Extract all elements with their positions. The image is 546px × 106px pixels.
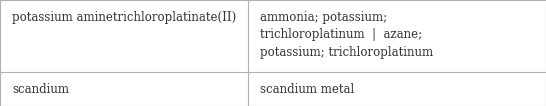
Text: ammonia; potassium;
trichloroplatinum  |  azane;
potassium; trichloroplatinum: ammonia; potassium; trichloroplatinum | … bbox=[260, 11, 434, 59]
Text: potassium aminetrichloroplatinate(II): potassium aminetrichloroplatinate(II) bbox=[12, 11, 236, 24]
Text: scandium metal: scandium metal bbox=[260, 83, 355, 96]
Text: scandium: scandium bbox=[12, 83, 69, 96]
